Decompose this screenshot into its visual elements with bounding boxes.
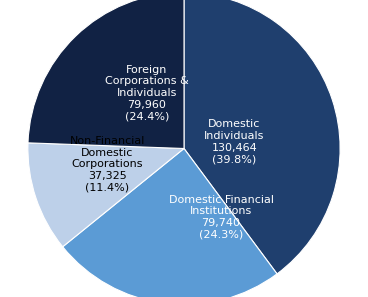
Wedge shape [28, 0, 184, 148]
Text: Foreign
Corporations &
Individuals
79,960
(24.4%): Foreign Corporations & Individuals 79,96… [105, 65, 189, 121]
Text: Non-Financial
Domestic
Corporations
37,325
(11.4%): Non-Financial Domestic Corporations 37,3… [70, 136, 145, 192]
Text: Domestic
Individuals
130,464
(39.8%): Domestic Individuals 130,464 (39.8%) [204, 119, 265, 164]
Text: Domestic Financial
Institutions
79,740
(24.3%): Domestic Financial Institutions 79,740 (… [169, 195, 273, 240]
Wedge shape [184, 0, 340, 274]
Wedge shape [63, 148, 277, 297]
Wedge shape [28, 143, 184, 247]
